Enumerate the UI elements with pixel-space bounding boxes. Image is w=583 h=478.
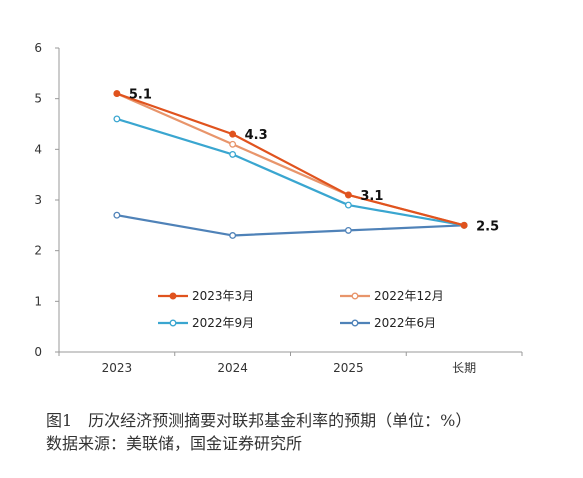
data-point: [460, 221, 468, 229]
legend: 2023年3月 2022年12月 2022年9月 2022年6月: [158, 289, 444, 330]
x-tick-label: 2023: [102, 361, 133, 375]
x-tick-label: 长期: [452, 361, 476, 375]
legend-label: 2022年12月: [374, 289, 444, 303]
y-tick-label: 3: [34, 193, 42, 207]
y-tick-label: 6: [34, 41, 42, 55]
data-source-note: 数据来源：美联储，国金证券研究所: [46, 434, 303, 453]
legend-item: 2022年9月: [158, 316, 254, 330]
legend-swatch-marker: [351, 319, 359, 327]
data-point: [229, 130, 237, 138]
data-point: [113, 90, 121, 98]
data-point: [344, 201, 352, 209]
data-labels: 5.1 4.3 3.1 2.5: [129, 88, 499, 235]
legend-label: 2022年9月: [192, 316, 254, 330]
series-line: [116, 117, 465, 227]
legend-swatch-marker: [169, 292, 177, 300]
legend-swatch-marker: [169, 319, 177, 327]
x-tick-label: 2024: [217, 361, 248, 375]
data-point: [229, 232, 237, 239]
legend-item: 2022年6月: [340, 316, 436, 330]
y-tick-label: 1: [34, 294, 42, 308]
data-label: 5.1: [129, 88, 152, 103]
series-1: [113, 90, 468, 229]
legend-label: 2023年3月: [192, 289, 254, 303]
legend-swatch-marker: [351, 292, 359, 300]
series-line: [116, 214, 465, 237]
data-label: 2.5: [476, 219, 499, 234]
axes: 0 1 2 3 4 5 6 2023 2024 2025 长期: [34, 41, 523, 375]
data-point: [113, 211, 121, 219]
data-point: [229, 150, 237, 158]
data-label: 3.1: [360, 189, 383, 204]
y-tick-label: 0: [34, 345, 42, 359]
series-line: [116, 92, 465, 227]
y-tick-label: 2: [34, 244, 42, 258]
legend-item: 2022年12月: [340, 289, 444, 303]
figure-caption: 图1 历次经济预测摘要对联邦基金利率的预期（单位：%）: [46, 411, 472, 430]
y-tick-label: 5: [34, 92, 42, 106]
data-point: [344, 226, 352, 234]
y-tick-label: 4: [34, 142, 42, 156]
legend-item: 2023年3月: [158, 289, 254, 303]
data-point: [344, 191, 352, 199]
data-label: 4.3: [245, 128, 268, 143]
x-tick-label: 2025: [333, 361, 364, 375]
data-point: [113, 115, 121, 123]
legend-label: 2022年6月: [374, 316, 436, 330]
data-point: [229, 140, 237, 148]
series-line: [116, 92, 465, 227]
series-layer: [113, 90, 468, 239]
chart: 0 1 2 3 4 5 6 2023 2024 2025 长期 5.1 4.3 3.1 2.5 2023年…: [34, 41, 523, 375]
